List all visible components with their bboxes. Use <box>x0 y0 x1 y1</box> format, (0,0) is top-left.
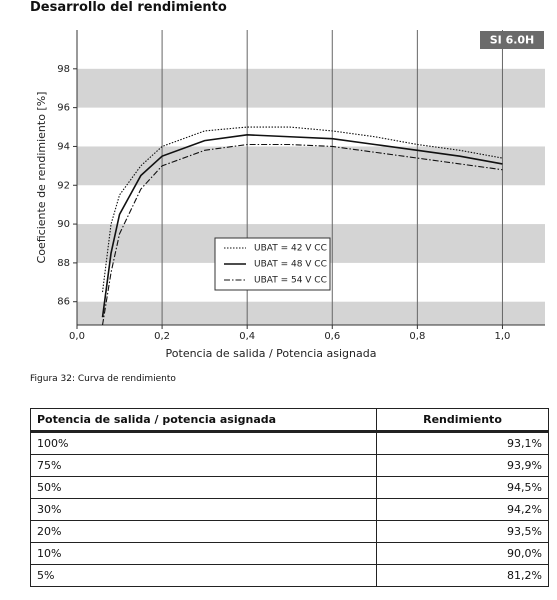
table-cell: 93,1% <box>376 431 549 455</box>
x-tick-label: 0,4 <box>239 331 255 342</box>
table-row: 30% 94,2% <box>30 498 549 521</box>
y-tick-label: 98 <box>57 64 70 75</box>
table-row: 20% 93,5% <box>30 520 549 543</box>
header-row: Potencia de salida / potencia asignada R… <box>30 408 549 433</box>
figure-caption: Figura 32: Curva de rendimiento <box>30 374 176 384</box>
legend-label: UBAT = 54 V CC <box>254 276 327 286</box>
y-tick-label: 94 <box>57 141 70 152</box>
table-cell: 10% <box>30 542 377 565</box>
table-cell: 93,9% <box>376 454 549 477</box>
series-line <box>101 143 503 325</box>
badge: SI 6.0H <box>490 34 535 47</box>
header-cell: Potencia de salida / potencia asignada <box>30 408 377 433</box>
table-cell: 94,2% <box>376 498 549 521</box>
y-tick-label: 88 <box>57 258 70 269</box>
x-tick-label: 1,0 <box>495 331 511 342</box>
table-row: 50% 94,5% <box>30 476 549 499</box>
header-cell: Rendimiento <box>376 408 549 433</box>
y-axis-label: Coeficiente de rendimiento [%] <box>35 92 48 264</box>
efficiency-table: Potencia de salida / potencia asignada R… <box>30 408 549 587</box>
band <box>77 301 545 325</box>
badge-bg <box>480 31 544 49</box>
y-tick-label: 86 <box>57 297 70 308</box>
table-cell: 100% <box>30 431 377 455</box>
table-row: 5% 81,2% <box>30 564 549 587</box>
table-row: 100% 93,1% <box>30 431 549 455</box>
table-cell: 90,0% <box>376 542 549 565</box>
table-cell: 75% <box>30 454 377 477</box>
y-tick-label: 96 <box>57 103 70 114</box>
table-cell: 93,5% <box>376 520 549 543</box>
x-tick-label: 0,2 <box>154 331 170 342</box>
doc-title: Desarrollo del rendimiento <box>30 0 227 15</box>
legend-label: UBAT = 42 V CC <box>254 244 327 254</box>
series-line <box>101 134 503 318</box>
table-cell: 50% <box>30 476 377 499</box>
lines <box>101 126 503 325</box>
x-tick-label: 0,8 <box>409 331 425 342</box>
table-cell: 94,5% <box>376 476 549 499</box>
legend-label: UBAT = 48 V CC <box>254 260 327 270</box>
x-tick-label: 0,0 <box>69 331 85 342</box>
y-tick-label: 92 <box>57 180 70 191</box>
x-tick-label: 0,6 <box>324 331 340 342</box>
x-axis-label: Potencia de salida / Potencia asignada <box>166 347 377 360</box>
table-cell: 20% <box>30 520 377 543</box>
table-cell: 81,2% <box>376 564 549 587</box>
series-line <box>101 126 503 293</box>
y-tick-label: 90 <box>57 219 70 230</box>
table-cell: 30% <box>30 498 377 521</box>
table-row: 75% 93,9% <box>30 454 549 477</box>
chart: 86 88 90 92 94 96 98 0,0 0,2 0,4 0,6 0,8 1,0 Potencia… <box>35 30 545 360</box>
table-cell: 5% <box>30 564 377 587</box>
table-row: 10% 90,0% <box>30 542 549 565</box>
band <box>77 68 545 108</box>
